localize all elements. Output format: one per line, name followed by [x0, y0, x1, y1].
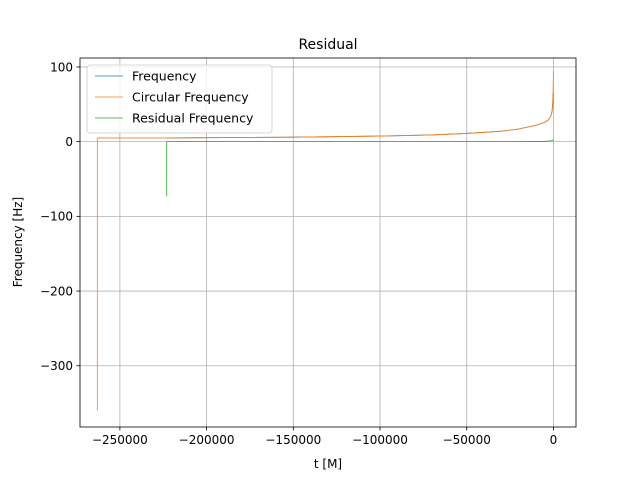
x-tick-label: −150000	[265, 433, 321, 447]
y-tick-label: −300	[40, 359, 73, 373]
series-layer	[96, 70, 554, 411]
x-tick-label: −50000	[443, 433, 491, 447]
axes-frame	[79, 57, 577, 428]
x-tick-label: −100000	[352, 433, 408, 447]
ticks: −250000 −200000 −150000 −100000 −50000 0 −300 −…	[40, 60, 557, 447]
y-tick-label: 100	[50, 60, 73, 74]
x-axis-label: t [M]	[314, 457, 342, 471]
legend-label: Circular Frequency	[132, 90, 249, 105]
axes-spines	[79, 57, 577, 428]
legend-label: Residual Frequency	[132, 111, 254, 126]
series-line-3	[166, 139, 554, 197]
x-tick-label: 0	[550, 433, 558, 447]
x-tick-label: −250000	[92, 433, 148, 447]
y-axis-label: Frequency [Hz]	[11, 197, 25, 288]
y-tick-label: −100	[40, 210, 73, 224]
chart-title: Residual	[298, 37, 357, 53]
legend: Frequency Circular Frequency Residual Freq…	[86, 64, 273, 134]
legend-box	[86, 64, 273, 134]
y-tick-label: 0	[65, 135, 73, 149]
series-line-2	[96, 70, 554, 411]
legend-label: Frequency	[132, 69, 197, 84]
y-tick-label: −200	[40, 284, 73, 298]
x-tick-label: −200000	[179, 433, 235, 447]
grid	[80, 58, 576, 427]
